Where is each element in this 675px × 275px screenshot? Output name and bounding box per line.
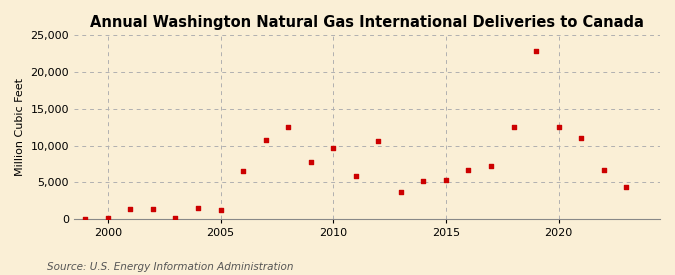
Point <box>260 138 271 142</box>
Point <box>396 189 406 194</box>
Point <box>621 185 632 189</box>
Title: Annual Washington Natural Gas International Deliveries to Canada: Annual Washington Natural Gas Internatio… <box>90 15 644 30</box>
Point <box>350 174 361 178</box>
Point <box>238 169 248 174</box>
Point <box>485 164 496 168</box>
Point <box>80 217 90 221</box>
Point <box>441 178 452 182</box>
Y-axis label: Million Cubic Feet: Million Cubic Feet <box>15 78 25 176</box>
Point <box>192 206 203 210</box>
Point <box>305 160 316 164</box>
Point <box>598 168 609 173</box>
Point <box>103 216 113 221</box>
Point <box>148 207 159 211</box>
Point <box>554 125 564 129</box>
Point <box>373 139 383 143</box>
Point <box>328 145 339 150</box>
Point <box>576 136 587 140</box>
Point <box>418 178 429 183</box>
Point <box>283 125 294 129</box>
Point <box>215 208 226 212</box>
Point <box>508 125 519 129</box>
Point <box>125 207 136 211</box>
Point <box>170 215 181 220</box>
Text: Source: U.S. Energy Information Administration: Source: U.S. Energy Information Administ… <box>47 262 294 272</box>
Point <box>463 167 474 172</box>
Point <box>531 49 541 54</box>
